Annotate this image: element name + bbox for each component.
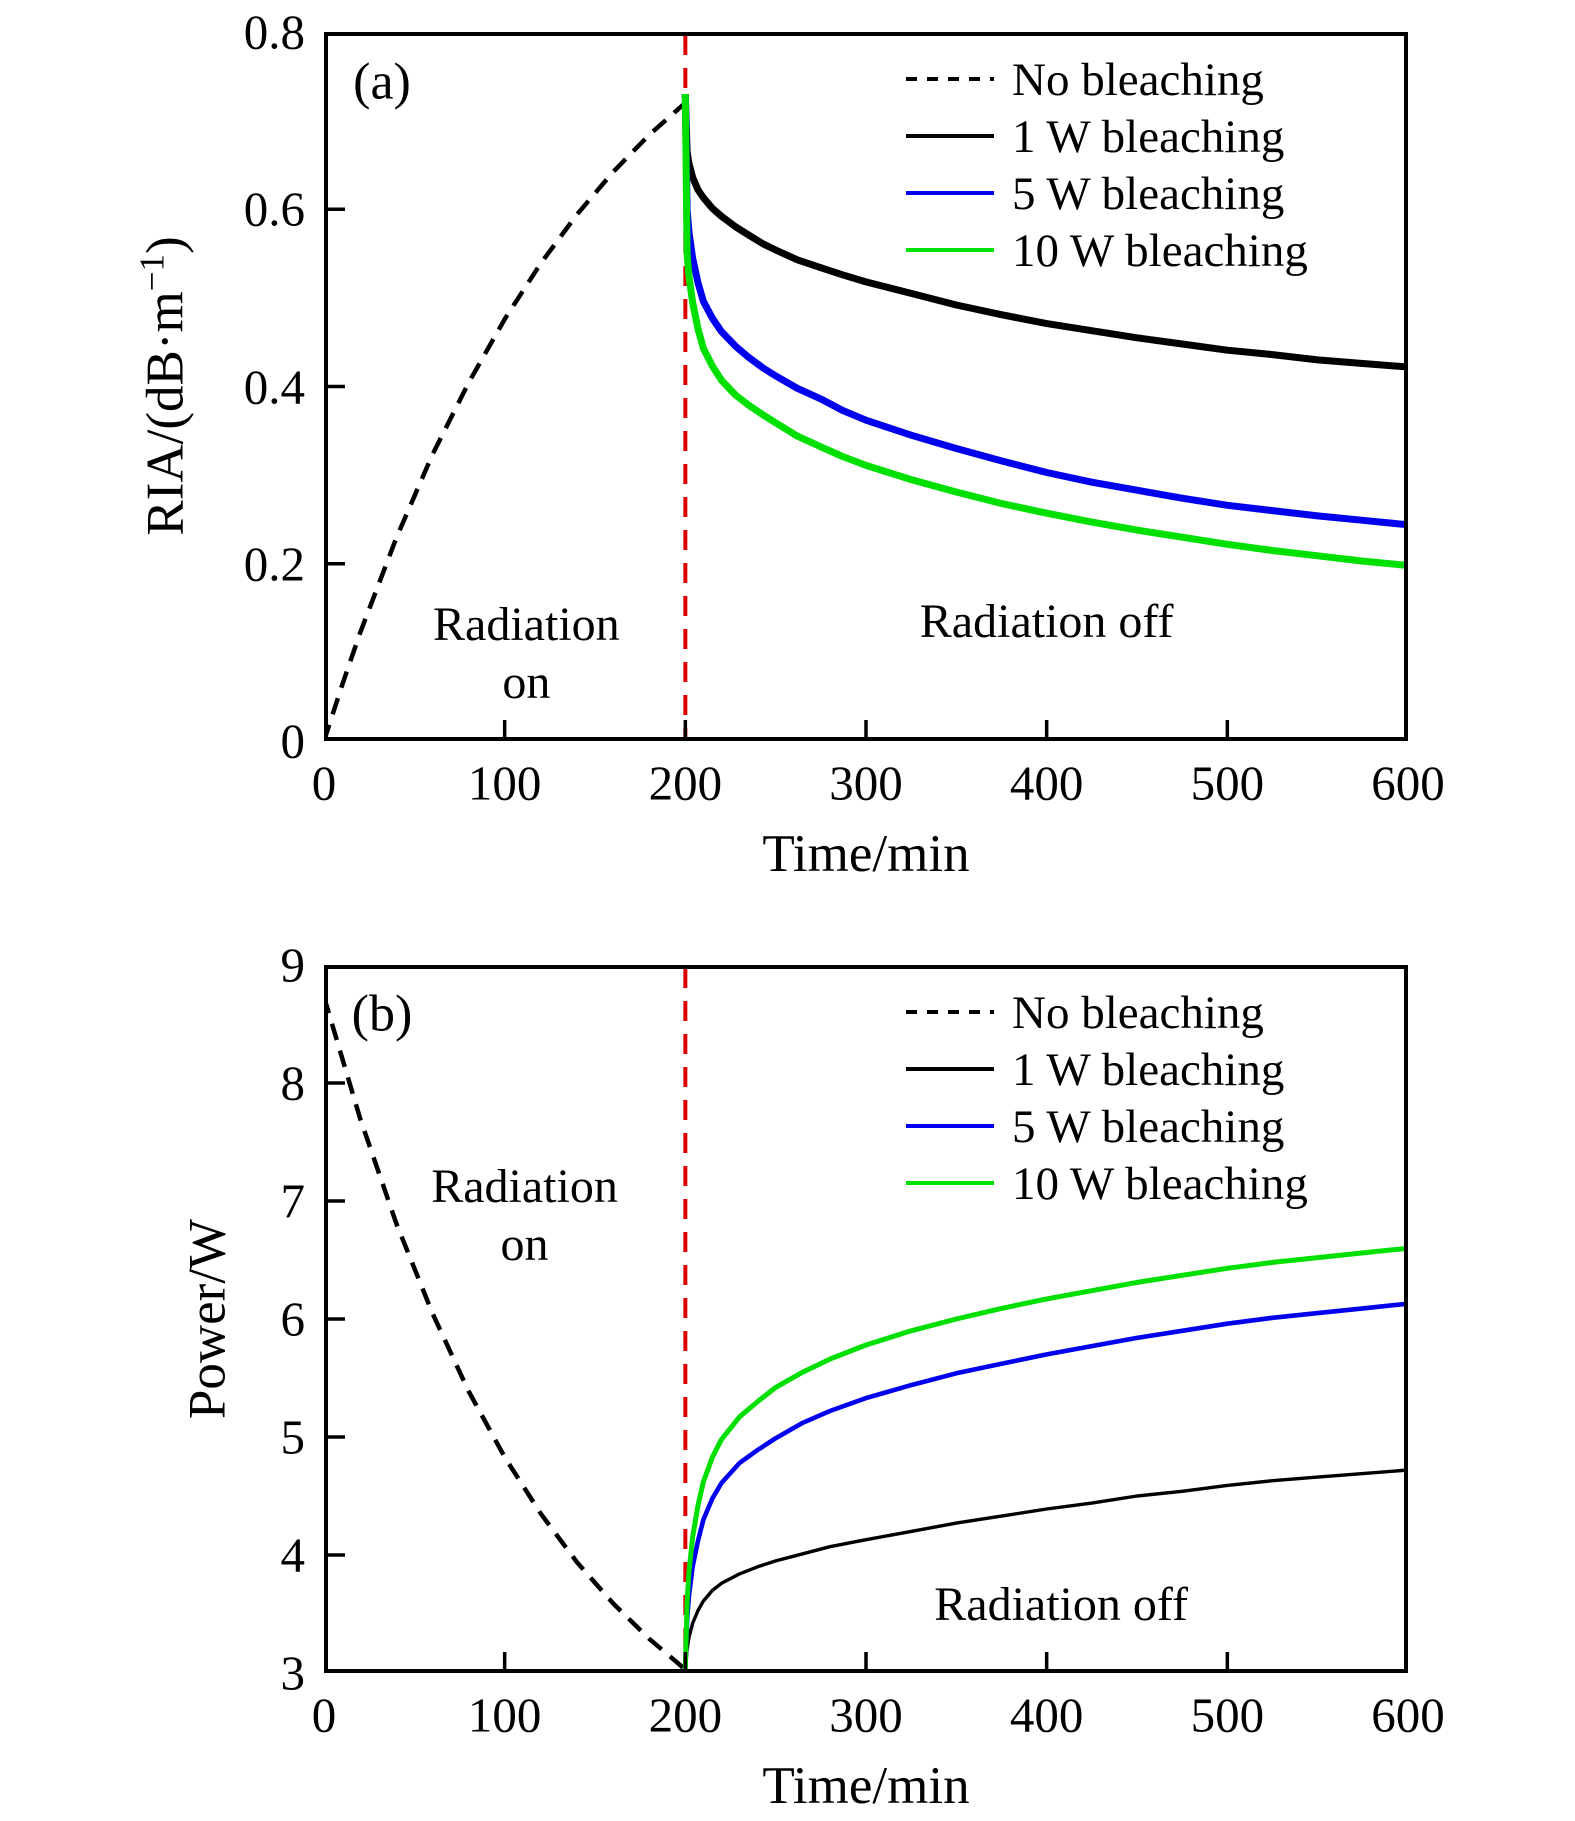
- chart-b-y-tick-label: 9: [280, 937, 306, 993]
- series-no-bleaching-curve-b: [324, 996, 687, 1672]
- series-bleaching-5w-curve-a: [681, 93, 1408, 529]
- no-bleaching-swatch: [906, 1004, 994, 1022]
- panel-a-label: (a): [353, 53, 411, 111]
- legend-item-bleaching-5w: 5 W bleaching: [906, 1098, 1308, 1155]
- chart-a-y-tick-label: 0.8: [243, 4, 305, 60]
- legend-item-bleaching-5w: 5 W bleaching: [906, 165, 1308, 222]
- chart-b-axis-frame: [324, 965, 1408, 1673]
- chart-b-x-tick-label: 600: [1371, 1687, 1445, 1743]
- chart-b-y-tick-label: 6: [280, 1291, 306, 1347]
- bleaching-5w-swatch: [906, 1118, 994, 1136]
- chart-a-y-tick-label: 0: [280, 713, 306, 769]
- series-bleaching-1w-curve-a: [681, 93, 1408, 371]
- chart-b-x-tick-label: 300: [829, 1687, 903, 1743]
- annotation-radiation-off-a: Radiation off: [919, 595, 1174, 649]
- bleaching-1w-swatch: [906, 1061, 994, 1079]
- no-bleaching-swatch: [906, 71, 994, 89]
- series-bleaching-5w-curve-b: [683, 1301, 1408, 1670]
- legend-label-bleaching-10w: 10 W bleaching: [1012, 224, 1308, 277]
- legend-label-bleaching-1w: 1 W bleaching: [1012, 110, 1285, 163]
- chart-b-x-axis-title: Time/min: [762, 1757, 970, 1815]
- chart-a-y-axis-title-close: ): [136, 236, 195, 255]
- chart-a-y-tick-label: 0.4: [243, 359, 305, 414]
- chart-a-y-tick-label: 0.2: [243, 536, 305, 592]
- annotation-radiation-off-b: Radiation off: [934, 1577, 1188, 1631]
- series-no-bleaching-curve-a: [324, 101, 687, 741]
- panel-b-label: (b): [351, 985, 413, 1043]
- chart-b-legend: No bleaching 1 W bleaching 5 W bleaching 10…: [906, 984, 1308, 1212]
- legend-item-no-bleaching: No bleaching: [906, 51, 1308, 108]
- chart-a-x-tick-label: 600: [1371, 755, 1445, 811]
- annotation-radiation-on-a: Radiation on: [433, 598, 620, 710]
- legend-item-bleaching-10w: 10 W bleaching: [906, 222, 1308, 279]
- legend-item-bleaching-1w: 1 W bleaching: [906, 108, 1308, 165]
- series-bleaching-1w-curve-b: [683, 1468, 1408, 1670]
- annotation-radiation-on-b: Radiation on: [431, 1160, 618, 1272]
- bleaching-10w-swatch: [906, 1175, 994, 1193]
- legend-label-bleaching-5w: 5 W bleaching: [1012, 167, 1285, 220]
- chart-a-y-tick-label: 0.6: [243, 181, 305, 237]
- legend-label-no-bleaching: No bleaching: [1012, 53, 1264, 106]
- chart-a-x-tick-label: 100: [467, 755, 542, 811]
- chart-a-x-tick-label: 0: [311, 755, 337, 811]
- legend-label-bleaching-5w: 5 W bleaching: [1012, 1100, 1285, 1153]
- chart-a-x-tick-label: 300: [829, 755, 903, 811]
- legend-label-bleaching-1w: 1 W bleaching: [1012, 1043, 1285, 1096]
- bleaching-1w-swatch: [906, 128, 994, 146]
- chart-b-y-tick-label: 8: [280, 1055, 306, 1111]
- legend-item-bleaching-1w: 1 W bleaching: [906, 1041, 1308, 1098]
- chart-a-plot-area: [324, 32, 1408, 741]
- chart-a-axis-frame: [324, 32, 1408, 741]
- legend-item-no-bleaching: No bleaching: [906, 984, 1308, 1041]
- chart-a-x-tick-label: 400: [1009, 755, 1084, 811]
- chart-b-x-tick-label: 0: [311, 1687, 337, 1743]
- chart-b-y-tick-label: 7: [280, 1173, 306, 1229]
- chart-a-y-axis-title-superscript: −1: [132, 254, 172, 292]
- chart-b-x-tick-label: 500: [1190, 1687, 1265, 1743]
- chart-b-y-tick-label: 5: [280, 1409, 306, 1465]
- chart-a-x-tick-label: 500: [1190, 755, 1265, 811]
- chart-a-legend: No bleaching 1 W bleaching 5 W bleaching 10…: [906, 51, 1308, 279]
- legend-label-bleaching-10w: 10 W bleaching: [1012, 1157, 1308, 1210]
- bleaching-10w-swatch: [906, 242, 994, 260]
- chart-b-plot-area: [324, 965, 1408, 1673]
- bleaching-5w-swatch: [906, 185, 994, 203]
- legend-item-bleaching-10w: 10 W bleaching: [906, 1155, 1308, 1212]
- series-bleaching-10w-curve-a: [681, 93, 1408, 569]
- chart-b-y-tick-label: 3: [280, 1645, 306, 1701]
- chart-a-x-axis-title: Time/min: [762, 825, 970, 883]
- chart-a-x-tick-label: 200: [648, 755, 723, 811]
- series-bleaching-10w-curve-b: [682, 1245, 1408, 1670]
- chart-b-x-tick-label: 400: [1009, 1687, 1084, 1743]
- legend-label-no-bleaching: No bleaching: [1012, 986, 1264, 1039]
- chart-b-x-tick-label: 200: [648, 1687, 723, 1743]
- chart-b-y-tick-label: 4: [280, 1527, 306, 1583]
- chart-b-x-tick-label: 100: [467, 1687, 542, 1743]
